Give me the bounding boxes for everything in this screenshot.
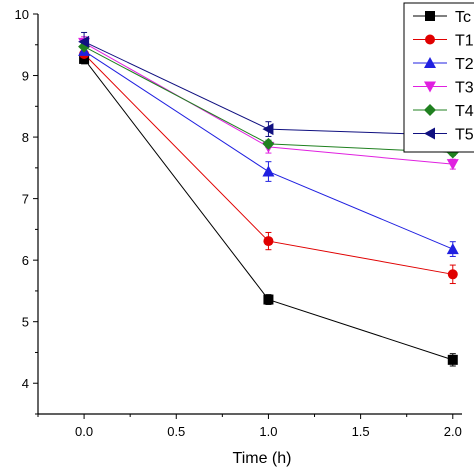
legend-item-t5: T5 [413, 127, 474, 144]
data-point-t2-1 [262, 165, 275, 177]
legend-label: T1 [455, 33, 474, 50]
y-tick-label: 4 [22, 376, 29, 391]
x-tick-label: 0.5 [167, 424, 185, 439]
data-point-t2-2 [446, 243, 459, 255]
legend-item-t3: T3 [413, 80, 474, 97]
legend-item-t2: T2 [413, 56, 474, 73]
y-tick-label: 9 [22, 69, 29, 84]
legend-marker [424, 104, 436, 116]
legend-item-t1: T1 [413, 33, 474, 50]
data-point-t5-1 [262, 123, 274, 136]
y-tick-label: 7 [22, 192, 29, 207]
x-tick-label: 0.0 [75, 424, 93, 439]
legend-label: Tc [455, 9, 471, 26]
data-point-t5-0 [78, 35, 90, 48]
legend-label: T3 [455, 80, 474, 97]
series-markers [78, 35, 459, 365]
legend: Tc T1 T2 T3 T4 T5 [403, 2, 474, 153]
data-point-tc-2 [447, 354, 458, 365]
axes: 4 5 6 7 8 9 10 0.0 0.5 1.0 1.5 2.0 [15, 7, 462, 439]
data-point-tc-1 [263, 294, 274, 305]
legend-marker [424, 57, 436, 68]
data-point-t1-1 [263, 236, 274, 247]
y-tick-label: 10 [15, 7, 29, 22]
data-point-t3-2 [446, 159, 459, 171]
x-tick-label: 1.0 [259, 424, 277, 439]
x-tick-label: 2.0 [444, 424, 462, 439]
legend-marker [424, 127, 435, 140]
legend-box [403, 2, 474, 153]
legend-item-tc: Tc [413, 9, 471, 26]
x-axis-title: Time (h) [233, 450, 292, 467]
legend-marker [425, 34, 435, 45]
data-point-t4-1 [262, 137, 275, 150]
legend-label: T4 [455, 103, 474, 120]
y-tick-label: 8 [22, 130, 29, 145]
legend-label: T5 [455, 127, 474, 144]
x-tick-label: 1.5 [352, 424, 370, 439]
legend-marker [424, 81, 436, 93]
y-tick-label: 6 [22, 253, 29, 268]
y-tick-label: 5 [22, 315, 29, 330]
legend-label: T2 [455, 56, 474, 73]
legend-marker [425, 11, 435, 21]
legend-item-t4: T4 [413, 103, 474, 120]
data-point-t1-2 [447, 269, 458, 280]
